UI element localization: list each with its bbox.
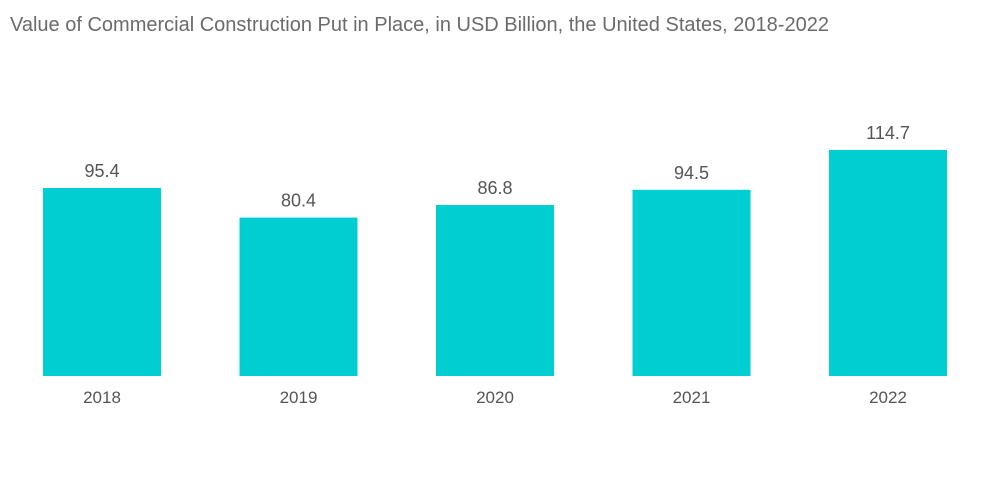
- x-axis-ticks-group: 2018 2019 2020 2021 2022: [83, 388, 907, 407]
- value-label-2021: 94.5: [674, 163, 709, 183]
- x-tick-2018: 2018: [83, 388, 121, 407]
- x-tick-2019: 2019: [280, 388, 318, 407]
- bar-2021: [632, 189, 751, 376]
- bars-group: [43, 150, 947, 376]
- x-tick-2022: 2022: [869, 388, 907, 407]
- value-label-2018: 95.4: [84, 161, 119, 181]
- value-label-2020: 86.8: [477, 178, 512, 198]
- chart-title: Value of Commercial Construction Put in …: [10, 14, 829, 36]
- x-tick-2020: 2020: [476, 388, 514, 407]
- value-labels-group: 95.4 80.4 86.8 94.5 114.7: [84, 123, 909, 211]
- value-label-2019: 80.4: [281, 191, 316, 211]
- bar-2022: [829, 150, 947, 376]
- value-label-2022: 114.7: [866, 123, 910, 143]
- bar-2018: [43, 188, 161, 376]
- bar-2019: [239, 217, 358, 376]
- x-tick-2021: 2021: [673, 388, 711, 407]
- bar-2020: [436, 205, 554, 376]
